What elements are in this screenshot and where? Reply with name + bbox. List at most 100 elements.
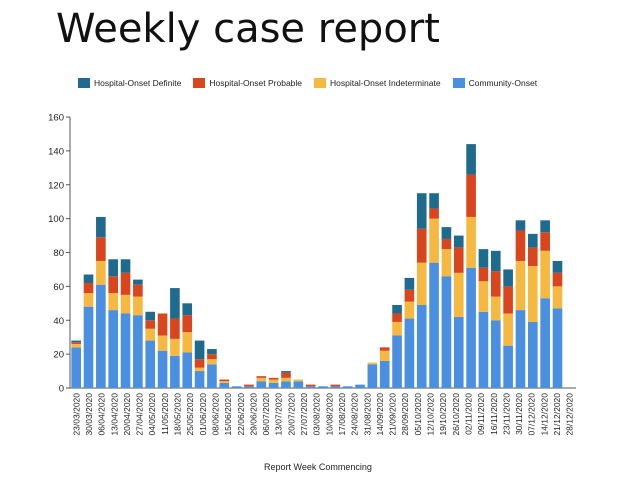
x-tick-label: 30/03/2020 xyxy=(84,393,94,436)
x-tick-label: 16/11/2020 xyxy=(489,393,499,435)
bar-segment-hospital-onset-indeterminate xyxy=(256,377,267,382)
bar-segment-community-onset xyxy=(342,386,353,388)
bar-segment-hospital-onset-probable xyxy=(392,313,402,322)
x-tick-label: 08/06/2020 xyxy=(210,393,220,436)
y-tick-label: 120 xyxy=(48,180,64,191)
x-tick-label: 28/09/2020 xyxy=(400,393,410,436)
bar-segment-hospital-onset-indeterminate xyxy=(441,249,452,277)
bar-segment-hospital-onset-definite xyxy=(441,227,452,239)
x-tick-label: 14/12/2020 xyxy=(539,393,549,436)
x-tick-label: 11/05/2020 xyxy=(160,393,170,435)
y-tick-label: 100 xyxy=(48,214,64,225)
bar-segment-hospital-onset-indeterminate xyxy=(416,262,427,306)
legend-item: Hospital-Onset Definite xyxy=(78,78,181,88)
bar-segment-hospital-onset-definite xyxy=(145,311,156,321)
bar-segment-community-onset xyxy=(231,386,242,388)
bar-segment-hospital-onset-indeterminate xyxy=(453,272,464,317)
legend-item: Community-Onset xyxy=(452,78,537,88)
bar-segment-hospital-onset-probable xyxy=(83,282,94,294)
bar-segment-community-onset xyxy=(429,262,439,388)
bar-segment-community-onset xyxy=(133,315,143,388)
bar-segment-community-onset xyxy=(108,310,119,388)
x-tick-label: 31/08/2020 xyxy=(362,393,372,436)
bar-segment-hospital-onset-definite xyxy=(429,193,439,209)
bar-segment-community-onset xyxy=(527,321,538,388)
x-tick-label: 23/03/2020 xyxy=(71,393,81,436)
bar-segment-community-onset xyxy=(330,386,341,388)
x-tick-label: 02/11/2020 xyxy=(463,393,473,435)
y-tick-label: 60 xyxy=(53,282,64,293)
bar-segment-hospital-onset-probable xyxy=(466,174,476,217)
x-tick-label: 23/11/2020 xyxy=(501,393,511,435)
bar-segment-hospital-onset-indeterminate xyxy=(367,362,378,365)
bar-segment-hospital-onset-probable xyxy=(133,284,143,297)
bar-segment-hospital-onset-probable xyxy=(552,272,563,287)
bar-segment-community-onset xyxy=(355,384,365,388)
bar-segment-hospital-onset-definite xyxy=(453,235,464,248)
legend-swatch xyxy=(452,78,465,88)
bar-segment-community-onset xyxy=(219,382,230,388)
bar-segment-hospital-onset-probable xyxy=(515,230,526,261)
bar-segment-hospital-onset-probable xyxy=(404,289,415,302)
bar-segment-hospital-onset-indeterminate xyxy=(219,381,230,383)
bar-segment-hospital-onset-probable xyxy=(108,276,119,294)
bar-segment-community-onset xyxy=(268,382,279,388)
bar-segment-hospital-onset-indeterminate xyxy=(157,335,168,351)
bar-segment-hospital-onset-probable xyxy=(256,376,267,378)
bar-segment-hospital-onset-probable xyxy=(182,315,193,333)
x-tick-label: 14/09/2020 xyxy=(375,393,385,436)
bar-segment-hospital-onset-indeterminate xyxy=(182,332,193,353)
bar-segment-hospital-onset-definite xyxy=(281,371,291,373)
bar-segment-hospital-onset-indeterminate xyxy=(71,343,81,348)
x-tick-label: 01/06/2020 xyxy=(198,393,208,436)
bar-segment-hospital-onset-indeterminate xyxy=(466,216,476,268)
x-tick-label: 27/04/2020 xyxy=(135,393,145,436)
bar-segment-community-onset xyxy=(552,308,563,388)
bar-segment-hospital-onset-definite xyxy=(182,303,193,316)
bar-segment-hospital-onset-probable xyxy=(157,313,168,336)
x-tick-label: 03/08/2020 xyxy=(312,393,322,436)
bar-segment-hospital-onset-definite xyxy=(194,340,205,360)
bar-segment-hospital-onset-probable xyxy=(305,384,316,387)
bar-segment-community-onset xyxy=(281,381,291,388)
bar-segment-hospital-onset-definite xyxy=(133,279,143,285)
bar-segment-community-onset xyxy=(503,345,513,388)
legend-swatch xyxy=(193,78,206,88)
bar-segment-hospital-onset-probable xyxy=(379,347,390,351)
bar-segment-hospital-onset-probable xyxy=(120,272,131,295)
x-tick-label: 29/06/2020 xyxy=(248,393,258,436)
y-tick-label: 80 xyxy=(53,248,64,259)
y-tick-label: 20 xyxy=(53,350,64,361)
bar-segment-hospital-onset-indeterminate xyxy=(490,296,501,321)
x-tick-label: 20/04/2020 xyxy=(122,393,132,436)
bar-segment-hospital-onset-definite xyxy=(108,259,119,277)
bar-segment-hospital-onset-probable xyxy=(145,320,156,329)
bar-segment-community-onset xyxy=(515,310,526,388)
bar-segment-community-onset xyxy=(71,347,81,388)
bar-segment-hospital-onset-probable xyxy=(540,232,550,251)
bar-segment-hospital-onset-indeterminate xyxy=(527,266,538,322)
legend-swatch xyxy=(314,78,327,88)
bar-segment-community-onset xyxy=(367,364,378,388)
x-tick-label: 26/10/2020 xyxy=(451,393,461,436)
bar-segment-hospital-onset-indeterminate xyxy=(281,377,291,382)
bar-segment-hospital-onset-definite xyxy=(540,220,550,233)
x-tick-label: 30/11/2020 xyxy=(514,393,524,435)
bar-segment-community-onset xyxy=(453,316,464,388)
bar-segment-community-onset xyxy=(478,311,489,388)
x-tick-label: 27/07/2020 xyxy=(299,393,309,436)
bar-segment-hospital-onset-definite xyxy=(404,277,415,290)
legend-item: Hospital-Onset Indeterminate xyxy=(314,78,441,88)
x-tick-label: 25/05/2020 xyxy=(185,393,195,436)
bar-segment-community-onset xyxy=(392,335,402,388)
legend-item: Hospital-Onset Probable xyxy=(193,78,302,88)
bar-segment-community-onset xyxy=(96,284,106,388)
x-tick-label: 13/07/2020 xyxy=(274,393,284,436)
x-tick-label: 28/12/2020 xyxy=(565,393,575,436)
bar-segment-community-onset xyxy=(244,386,254,388)
bar-segment-hospital-onset-probable xyxy=(429,208,439,219)
bar-segment-community-onset xyxy=(318,386,328,388)
bar-segment-hospital-onset-definite xyxy=(466,144,476,175)
bar-segment-community-onset xyxy=(207,364,217,388)
